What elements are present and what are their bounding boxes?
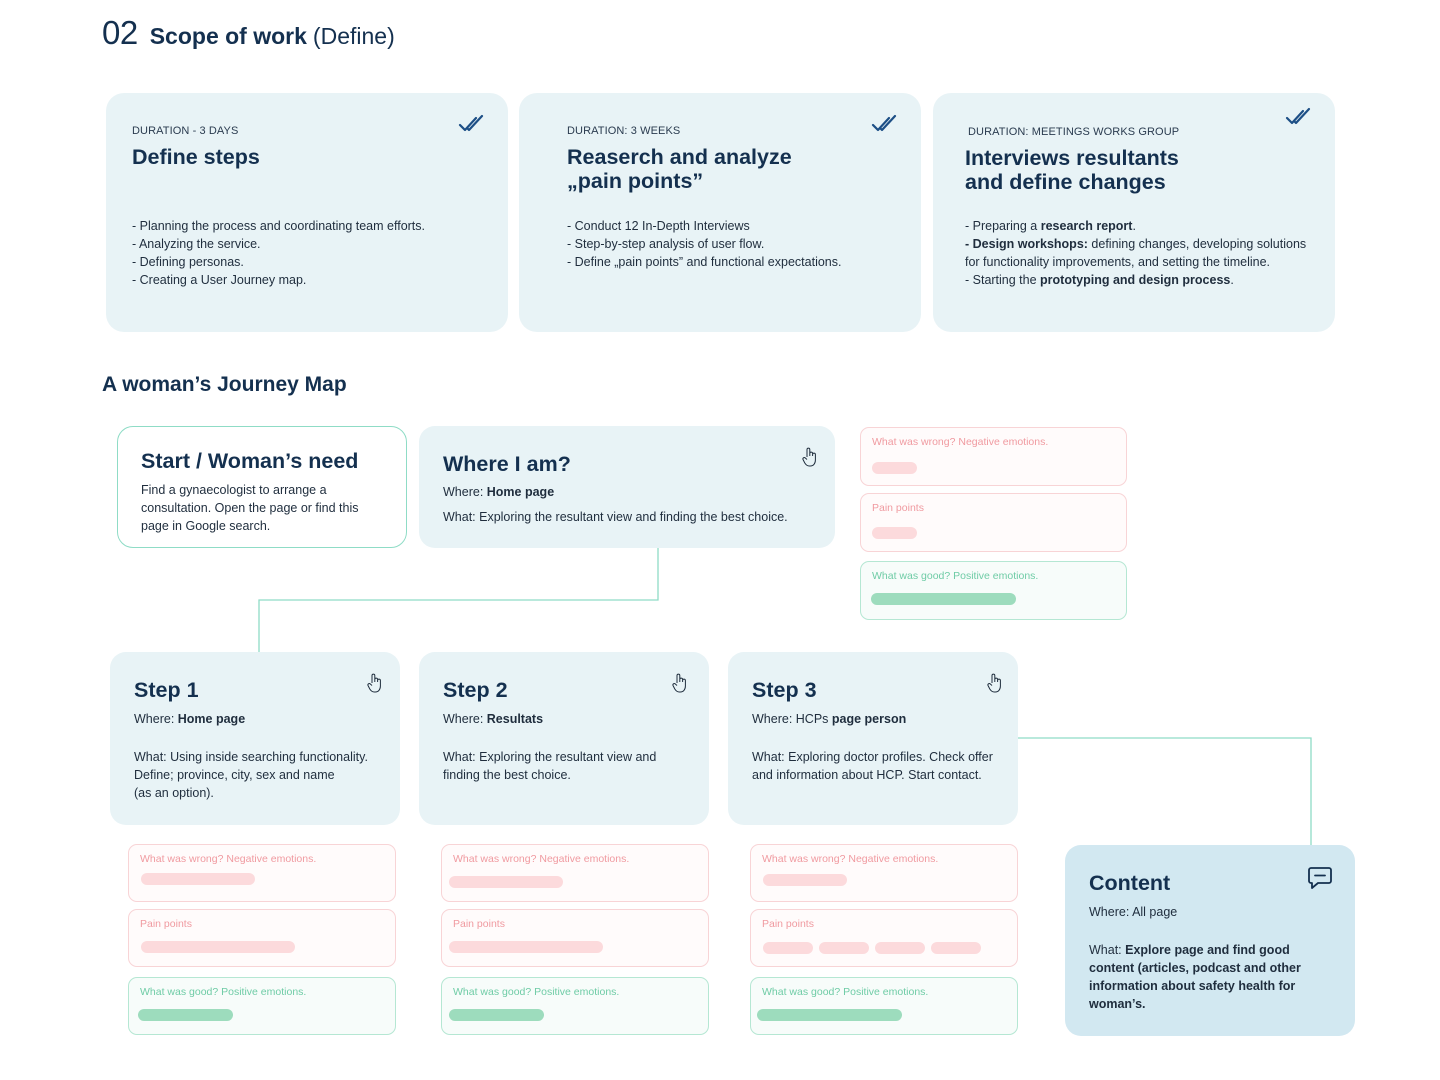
emotion-bar [757,1009,902,1021]
journey-map-title: A woman’s Journey Map [102,373,347,396]
bullet: - Define „pain points” and functional ex… [567,255,842,269]
positive-emotions-label: What was good? Positive emotions. [762,986,929,998]
phase-duration: DURATION - 3 DAYS [132,125,239,137]
bullet: - Step-by-step analysis of user flow. [567,237,765,251]
phase-card-define-steps: DURATION - 3 DAYS Define steps - Plannin… [106,93,508,332]
emotion-bar [819,942,869,954]
bullet: - Creating a User Journey map. [132,273,307,287]
phase-bullets: - Conduct 12 In-Depth Interviews - Step-… [567,217,907,271]
emotion-bar [931,942,981,954]
pain-points-label: Pain points [872,502,924,514]
section-number: 02 [102,14,138,51]
section-title: Scope of work [149,23,307,49]
phase-title: Reaserch and analyze „pain points” [567,145,792,193]
emotion-bar [138,1009,233,1021]
bullet: - Conduct 12 In-Depth Interviews [567,219,750,233]
negative-emotions-label: What was wrong? Negative emotions. [762,853,939,865]
start-card: Start / Woman’s need Find a gynaecologis… [117,426,407,548]
negative-emotions-box: What was wrong? Negative emotions. [750,844,1018,902]
positive-emotions-label: What was good? Positive emotions. [872,570,1039,582]
step-what: What: Exploring doctor profiles. Check o… [752,750,993,782]
pain-points-box: Pain points [128,909,396,967]
pain-points-label: Pain points [453,918,505,930]
emotion-bar [449,941,603,953]
pointer-hand-icon [987,673,1001,693]
emotion-bar [449,876,563,888]
step-card-3: Step 3 Where: HCPs page person What: Exp… [728,652,1018,825]
phase-card-research: DURATION: 3 WEEKS Reaserch and analyze „… [519,93,921,332]
step-what: What: Using inside searching functionali… [134,750,368,800]
positive-emotions-box: What was good? Positive emotions. [860,561,1127,620]
negative-emotions-label: What was wrong? Negative emotions. [453,853,630,865]
phase-title: Define steps [132,145,260,169]
phase-duration: DURATION: 3 WEEKS [567,125,681,137]
double-check-icon [458,114,484,132]
bullet: - Defining personas. [132,255,244,269]
step-card-2: Step 2 Where: Resultats What: Exploring … [419,652,709,825]
step-where: Where: Resultats [443,712,544,726]
phase-title: Interviews resultants and define changes [965,146,1179,194]
negative-emotions-box: What was wrong? Negative emotions. [860,427,1127,486]
emotion-bar [875,942,925,954]
pain-points-box: Pain points [750,909,1018,967]
pain-points-label: Pain points [140,918,192,930]
content-title: Content [1089,871,1171,895]
positive-emotions-label: What was good? Positive emotions. [453,986,620,998]
emotion-bar [872,527,917,539]
emotion-bar [871,593,1016,605]
double-check-icon [871,114,897,132]
negative-emotions-label: What was wrong? Negative emotions. [140,853,317,865]
where-location: Where: Home page [443,485,555,499]
positive-emotions-box: What was good? Positive emotions. [441,977,709,1035]
pointer-hand-icon [367,673,381,693]
positive-emotions-box: What was good? Positive emotions. [128,977,396,1035]
content-card: Content Where: All page What: Explore pa… [1065,845,1355,1036]
pain-points-box: Pain points [860,493,1127,552]
chat-icon [1308,867,1332,889]
step-title: Step 3 [752,678,817,702]
phase-duration: DURATION: MEETINGS WORKS GROUP [968,126,1180,138]
content-what: What: Explore page and find good content… [1089,943,1301,1011]
bullet: - Preparing a research report. [965,219,1136,233]
bullet: - Planning the process and coordinating … [132,219,425,233]
emotion-bar [763,874,847,886]
bullet: - Analyzing the service. [132,237,261,251]
start-text: Find a gynaecologist to arrange a consul… [141,483,359,533]
pointer-hand-icon [672,673,686,693]
phase-bullets: - Preparing a research report. - Design … [965,217,1321,289]
step-title: Step 1 [134,678,199,702]
positive-emotions-box: What was good? Positive emotions. [750,977,1018,1035]
emotion-bar [872,462,917,474]
section-subtitle: (Define) [312,23,395,49]
pointer-hand-icon [802,447,816,467]
step-card-1: Step 1 Where: Home page What: Using insi… [110,652,400,825]
page-header: 02 Scope of work (Define) [102,14,395,52]
pain-points-label: Pain points [762,918,814,930]
where-title: Where I am? [443,452,571,476]
content-where: Where: All page [1089,905,1178,919]
start-title: Start / Woman’s need [141,449,359,473]
step-where: Where: HCPs page person [752,712,907,726]
emotion-bar [141,941,295,953]
emotion-bar [449,1009,544,1021]
negative-emotions-box: What was wrong? Negative emotions. [128,844,396,902]
emotion-bar [141,873,255,885]
where-what: What: Exploring the resultant view and f… [443,510,788,524]
double-check-icon [1285,107,1311,125]
negative-emotions-box: What was wrong? Negative emotions. [441,844,709,902]
step-what: What: Exploring the resultant view and f… [443,750,657,782]
phase-bullets: - Planning the process and coordinating … [132,217,494,289]
emotion-bar [763,942,813,954]
where-card: Where I am? Where: Home page What: Explo… [419,426,835,548]
bullet: - Starting the prototyping and design pr… [965,273,1234,287]
bullet: - Design workshops: defining changes, de… [965,237,1307,269]
step-where: Where: Home page [134,712,246,726]
phase-card-interviews: DURATION: MEETINGS WORKS GROUP Interview… [933,93,1335,332]
positive-emotions-label: What was good? Positive emotions. [140,986,307,998]
step-title: Step 2 [443,678,508,702]
negative-emotions-label: What was wrong? Negative emotions. [872,436,1049,448]
pain-points-box: Pain points [441,909,709,967]
